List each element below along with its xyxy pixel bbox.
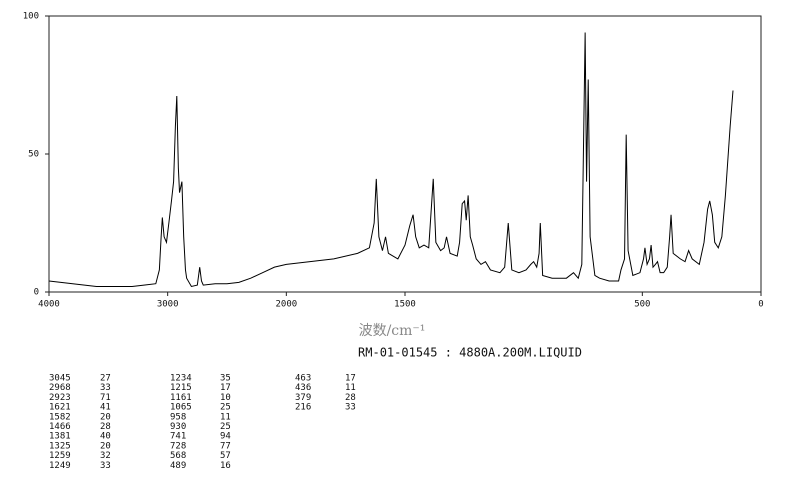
y-tick-label: 0 (34, 288, 39, 298)
peak-intensity: 10 (220, 393, 231, 403)
peak-wavenumber: 1259 (49, 451, 71, 461)
peak-intensity: 41 (100, 403, 111, 413)
peak-wavenumber: 3045 (49, 374, 71, 384)
peak-wavenumber: 489 (170, 461, 186, 471)
peak-wavenumber: 1325 (49, 441, 71, 451)
peak-intensity: 40 (100, 432, 111, 442)
peak-intensity: 25 (220, 403, 231, 413)
y-tick-label: 100 (23, 12, 39, 22)
peak-intensity: 17 (345, 374, 356, 384)
peak-wavenumber: 1249 (49, 461, 71, 471)
peak-intensity: 25 (220, 422, 231, 432)
peak-intensity: 16 (220, 461, 231, 471)
peak-intensity: 71 (100, 393, 111, 403)
peak-intensity: 28 (345, 393, 356, 403)
peak-intensity: 94 (220, 432, 231, 442)
peak-intensity: 28 (100, 422, 111, 432)
peak-intensity: 20 (100, 441, 111, 451)
peak-intensity: 11 (220, 412, 231, 422)
peak-wavenumber: 568 (170, 451, 186, 461)
peak-intensity: 20 (100, 412, 111, 422)
peak-wavenumber: 1215 (170, 383, 192, 393)
peak-wavenumber: 1381 (49, 432, 71, 442)
peak-wavenumber: 930 (170, 422, 186, 432)
peak-wavenumber: 1582 (49, 412, 71, 422)
y-tick-label: 50 (28, 150, 39, 160)
peak-wavenumber: 463 (295, 374, 311, 384)
x-tick-label: 1500 (394, 300, 416, 310)
peak-intensity: 57 (220, 451, 231, 461)
peak-wavenumber: 2968 (49, 383, 71, 393)
peak-wavenumber: 958 (170, 412, 186, 422)
peak-intensity: 11 (345, 383, 356, 393)
peak-intensity: 35 (220, 374, 231, 384)
peak-wavenumber: 1161 (170, 393, 192, 403)
peak-wavenumber: 1234 (170, 374, 192, 384)
peak-intensity: 33 (100, 461, 111, 471)
x-axis-label: 波数/cm⁻¹ (359, 323, 426, 339)
peak-wavenumber: 728 (170, 441, 186, 451)
x-tick-label: 4000 (38, 300, 60, 310)
peak-wavenumber: 1065 (170, 403, 192, 413)
peak-wavenumber: 216 (295, 403, 311, 413)
peak-wavenumber: 2923 (49, 393, 71, 403)
peak-wavenumber: 1621 (49, 403, 71, 413)
x-tick-label: 3000 (157, 300, 179, 310)
plot-frame (48, 15, 762, 293)
peak-intensity: 33 (100, 383, 111, 393)
peak-wavenumber: 741 (170, 432, 186, 442)
spectrum-line (48, 32, 734, 288)
peak-intensity: 33 (345, 403, 356, 413)
peak-wavenumber: 436 (295, 383, 311, 393)
peak-intensity: 17 (220, 383, 231, 393)
peak-intensity: 27 (100, 374, 111, 384)
peak-wavenumber: 1466 (49, 422, 71, 432)
subtitle: RM-01-01545 : 4880A.200M.LIQUID (358, 346, 582, 360)
x-tick-label: 2000 (275, 300, 297, 310)
peak-intensity: 77 (220, 441, 231, 451)
x-tick-label: 500 (634, 300, 650, 310)
peak-intensity: 32 (100, 451, 111, 461)
peak-wavenumber: 379 (295, 393, 311, 403)
x-tick-label: 0 (758, 300, 763, 310)
